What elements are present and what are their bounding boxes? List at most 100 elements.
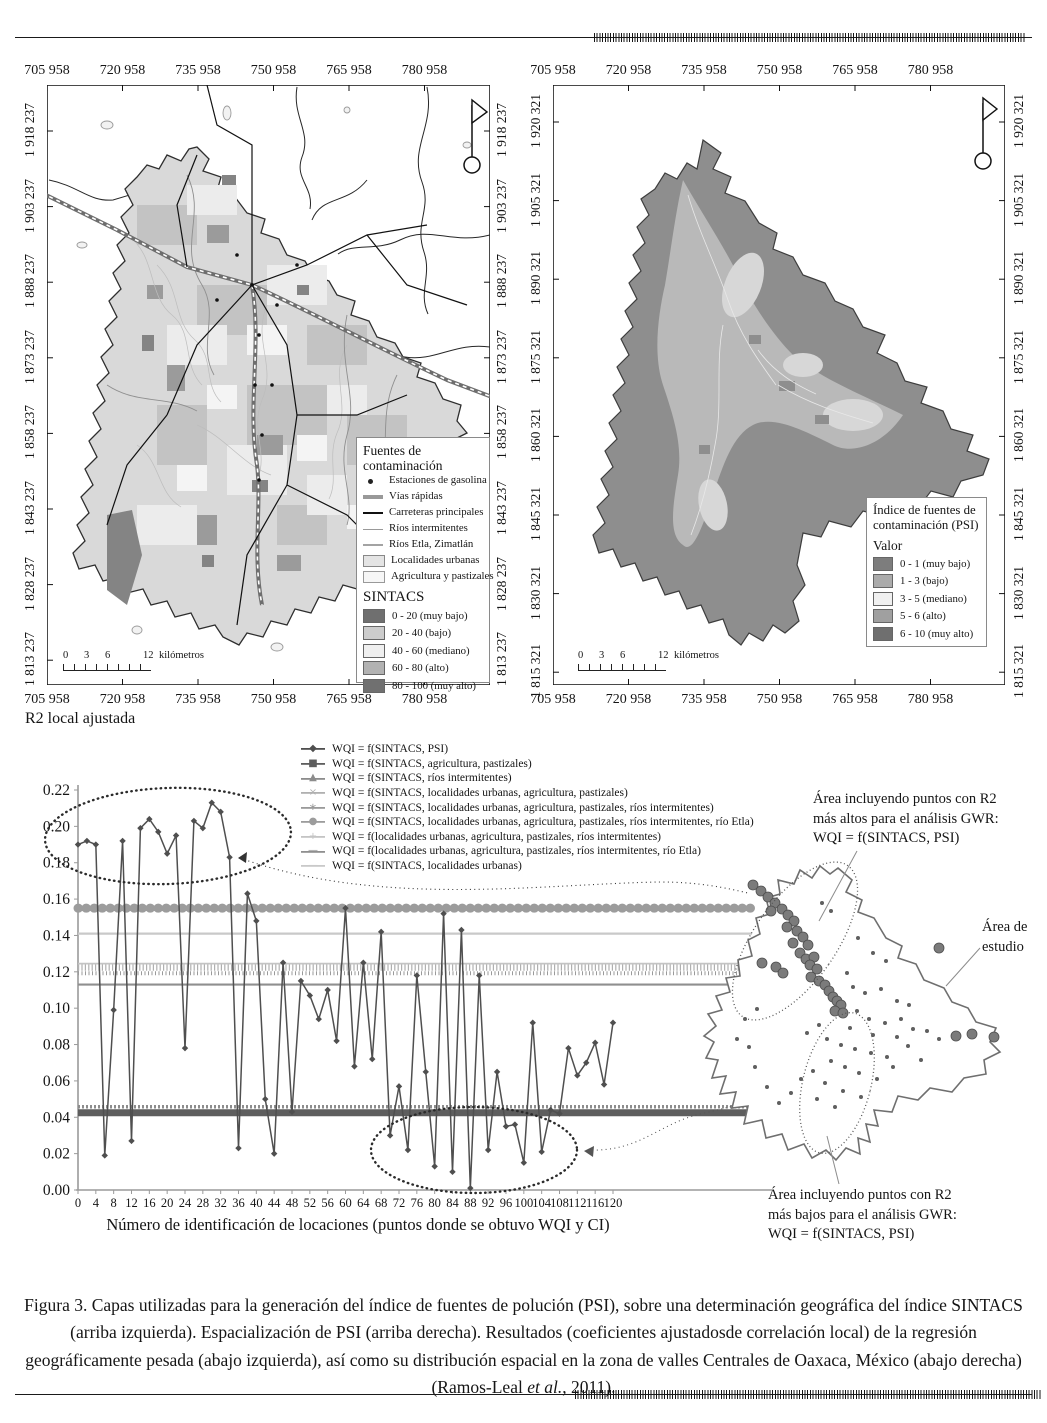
chart-legend-entry: ▲ WQI = f(SINTACS, ríos intermitentes) (300, 771, 790, 786)
gwr-point-small (899, 1017, 903, 1021)
gwr-point-large (933, 942, 945, 954)
annotation-low-r2: Área incluyendo puntos con R2 más bajos p… (768, 1186, 957, 1245)
gwr-point-small (919, 1058, 923, 1062)
gwr-point-small (817, 1023, 821, 1027)
map-y-tick: 1 920 321 (1011, 94, 1026, 148)
north-arrow-icon (463, 98, 489, 174)
class-swatch (363, 678, 385, 693)
data-point-diamond (502, 1123, 510, 1130)
gwr-point-small (856, 936, 860, 940)
chart-y-tick-label: 0.02 (43, 1146, 70, 1163)
class-swatch (873, 609, 893, 624)
top-barcode-ornament (594, 33, 1025, 42)
gwr-point-large (756, 957, 768, 969)
data-point-diamond (449, 1168, 456, 1176)
gwr-point-small (937, 1037, 941, 1041)
scale-bar-ruler (63, 664, 151, 671)
data-point-diamond (342, 904, 349, 912)
class-swatch (873, 556, 893, 571)
legend-item: Estaciones de gasolina (363, 473, 487, 489)
class-swatch (363, 661, 385, 676)
gwr-point-small (895, 999, 899, 1003)
annotation-line: WQI = f(SINTACS, PSI) (813, 830, 960, 846)
data-point-diamond (395, 1083, 403, 1090)
data-point-diamond (83, 837, 91, 845)
gwr-point-small (891, 1065, 895, 1069)
gwr-point-small (777, 1101, 781, 1105)
chart-x-tick-label: 20 (161, 1196, 174, 1210)
map-x-tick: 780 958 (907, 63, 954, 78)
circle-marker-icon: ● (300, 816, 326, 829)
map-x-tick: 750 958 (756, 692, 803, 707)
chart-legend-entry: + WQI = f(localidades urbanas, agricultur… (300, 830, 790, 845)
chart-x-tick-label: 112 (568, 1196, 586, 1210)
chart-y-tick-label: 0.10 (43, 1000, 70, 1017)
map-x-tick: 735 958 (175, 63, 221, 78)
data-point-diamond (208, 799, 215, 806)
gwr-point-large (837, 1007, 849, 1019)
gwr-point-small (925, 1029, 929, 1033)
class-swatch (873, 574, 893, 589)
data-point-diamond (297, 977, 305, 985)
legend-subtitle: Valor (873, 538, 903, 553)
data-point-diamond (199, 824, 207, 832)
chart-x-tick-label: 88 (464, 1196, 477, 1210)
legend-title: Fuentes de contaminación (363, 443, 443, 473)
chart-x-tick-label: 92 (482, 1196, 495, 1210)
right-scale-bar: 0 3 6 12 kilómetros (578, 650, 728, 676)
map-x-tick: 705 958 (530, 692, 576, 707)
data-point-diamond (556, 1110, 563, 1117)
connector-high (239, 857, 749, 894)
scale-bar-ruler (578, 664, 666, 671)
map-x-tick: 705 958 (530, 63, 576, 78)
data-point-diamond (574, 1072, 581, 1079)
chart-legend-entry: — WQI = f(localidades urbanas, agricultur… (300, 844, 790, 859)
gwr-point-small (885, 1055, 889, 1059)
scale-unit: kilómetros (159, 650, 204, 661)
data-point-diamond (484, 1146, 492, 1154)
gwr-point-large (788, 915, 800, 927)
map-x-tick: 750 958 (250, 692, 297, 707)
gwr-point-small (906, 1044, 910, 1048)
legend-class: 0 - 20 (muy bajo) (363, 607, 485, 625)
gwr-point-small (895, 1035, 899, 1039)
annotation-study-area: Área de estudio (982, 918, 1027, 957)
psi-dark-patches (699, 335, 829, 454)
scale-unit: kilómetros (674, 650, 719, 661)
legend-subtitle: SINTACS (363, 589, 425, 605)
data-point-diamond (404, 1146, 412, 1154)
data-point-diamond (226, 854, 233, 861)
chart-x-tick-label: 116 (586, 1196, 604, 1210)
data-point-diamond (467, 1184, 474, 1192)
map-y-tick: 1 905 321 (528, 172, 543, 227)
data-point-diamond (386, 1132, 394, 1139)
map-y-tick: 1 905 321 (1011, 172, 1026, 227)
map-y-tick: 1 815 321 (528, 644, 543, 699)
gwr-point-large (762, 891, 774, 903)
chart-x-tick-label: 32 (214, 1196, 227, 1210)
data-point-diamond (360, 959, 367, 966)
chart-y-tick-label: 0.20 (43, 818, 70, 835)
chart-x-tick-label: 28 (197, 1196, 210, 1210)
data-point-diamond (520, 1159, 528, 1166)
gwr-point-large (787, 937, 799, 949)
map-y-tick: 1 860 321 (1011, 408, 1026, 463)
gwr-point-small (857, 1071, 861, 1075)
class-swatch (363, 626, 385, 641)
municipal-boundaries (48, 86, 490, 363)
gwr-point-small (851, 985, 855, 989)
asterisk-marker-icon: ∗ (300, 801, 326, 814)
chart-y-tick-label: 0.12 (43, 964, 70, 981)
data-point-diamond (172, 832, 180, 839)
chart-legend-entry: ∗ WQI = f(SINTACS, localidades urbanas, a… (300, 800, 790, 815)
dash-marker-icon: — (300, 860, 326, 873)
diamond-marker-icon: ◆ (300, 743, 326, 756)
gwr-point-large (966, 1028, 978, 1040)
legend-class: 80 - 100 (muy alto) (363, 677, 485, 695)
chart-x-tick-label: 56 (321, 1196, 334, 1210)
data-point-diamond (600, 1081, 608, 1088)
data-point-diamond (547, 1106, 554, 1114)
map-low-ellipse (799, 1012, 875, 1154)
bottom-rule (15, 1394, 1032, 1395)
leader-line-low (826, 1135, 840, 1185)
